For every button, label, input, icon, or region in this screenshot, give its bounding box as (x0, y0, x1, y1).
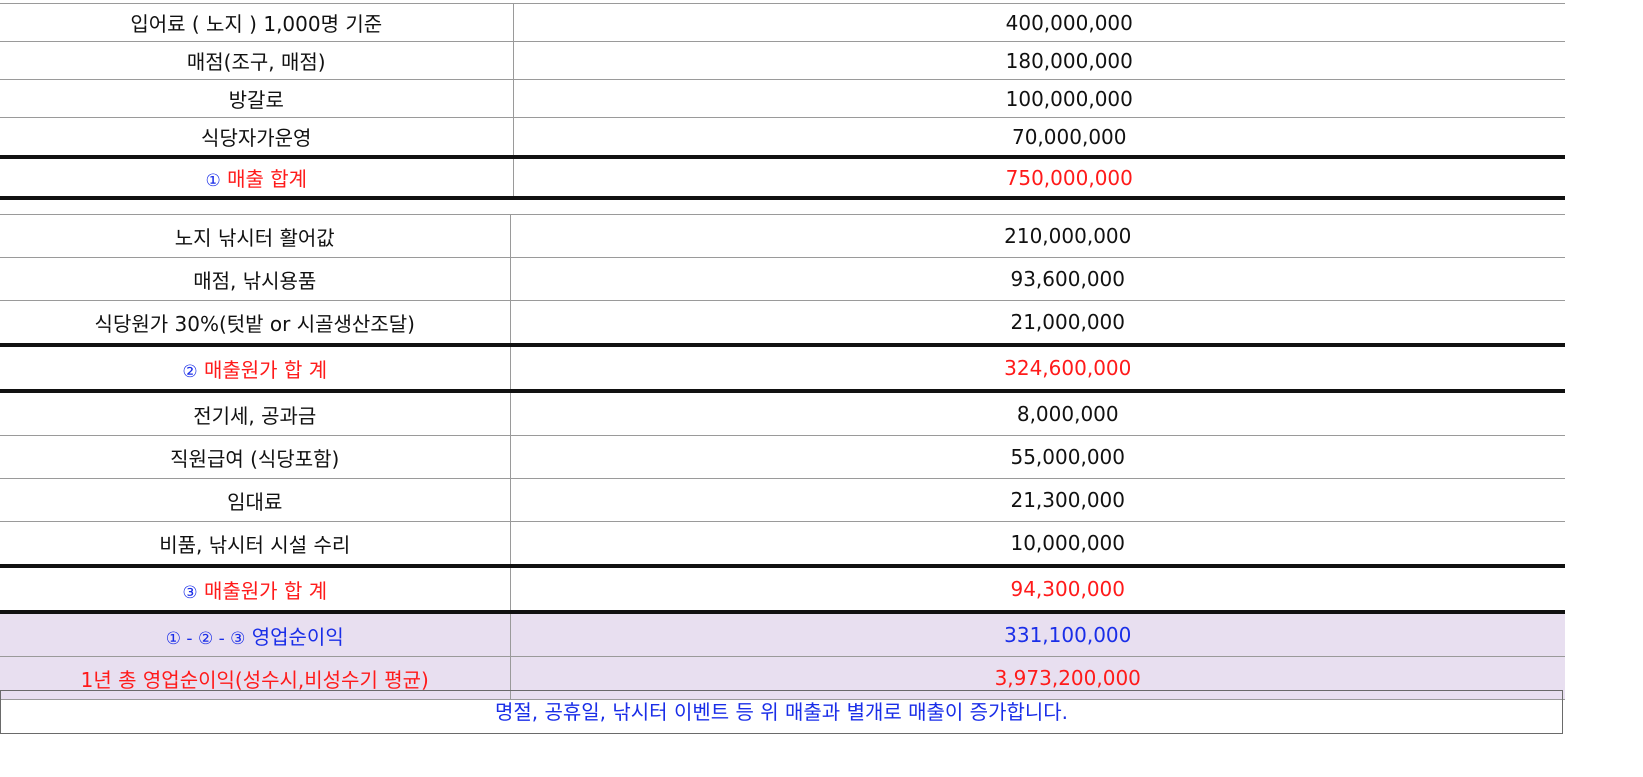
row-value: 21,000,000 (510, 300, 1565, 346)
expense-total-label: 매출원가 합 계 (203, 578, 328, 603)
table-row: 노지 낚시터 활어값 210,000,000 (0, 214, 1565, 258)
table-row: 방갈로 100,000,000 (0, 79, 1565, 118)
row-value: 100,000,000 (513, 79, 1565, 118)
operating-profit-label: 영업순이익 (251, 624, 344, 649)
cogs-total-label-cell: ② 매출원가 합 계 (0, 343, 511, 393)
annual-profit-row: 1년 총 영업순이익(성수시,비성수기 평균) 3,973,200,000 (0, 656, 1565, 700)
table-row: 비품, 낚시터 시설 수리 10,000,000 (0, 521, 1565, 567)
revenue-total-value: 750,000,000 (513, 155, 1565, 200)
row-label: 방갈로 (0, 79, 514, 118)
revenue-total-label-cell: ① 매출 합계 (0, 155, 514, 200)
marker-1: ① (205, 171, 221, 191)
expense-total-label-cell: ③ 매출원가 합 계 (0, 564, 511, 614)
row-label: 전기세, 공과금 (0, 390, 511, 436)
row-value: 210,000,000 (510, 214, 1565, 258)
cogs-total-label: 매출원가 합 계 (203, 357, 328, 382)
row-label: 식당자가운영 (0, 117, 514, 158)
table-row: 직원급여 (식당포함) 55,000,000 (0, 435, 1565, 479)
row-value: 10,000,000 (510, 521, 1565, 567)
row-label: 매점, 낚시용품 (0, 257, 511, 301)
footnote: 명절, 공휴일, 낚시터 이벤트 등 위 매출과 별개로 매출이 증가합니다. (0, 690, 1563, 734)
marker-3: ③ (182, 582, 198, 603)
row-value: 93,600,000 (510, 257, 1565, 301)
table-row: 전기세, 공과금 8,000,000 (0, 390, 1565, 436)
table-row: 입어료 ( 노지 ) 1,000명 기준 400,000,000 (0, 3, 1565, 42)
annual-profit-label: 1년 총 영업순이익(성수시,비성수기 평균) (0, 656, 511, 700)
expense-total-value: 94,300,000 (510, 564, 1565, 614)
table-row: 식당자가운영 70,000,000 (0, 117, 1565, 158)
row-label: 매점(조구, 매점) (0, 41, 514, 80)
row-label: 노지 낚시터 활어값 (0, 214, 511, 258)
row-value: 180,000,000 (513, 41, 1565, 80)
row-label: 임대료 (0, 478, 511, 522)
revenue-table: 입어료 ( 노지 ) 1,000명 기준 400,000,000 매점(조구, … (0, 3, 1565, 200)
operating-profit-value: 331,100,000 (510, 611, 1565, 657)
row-value: 70,000,000 (513, 117, 1565, 158)
row-label: 식당원가 30%(텃밭 or 시골생산조달) (0, 300, 511, 346)
expense-total-row: ③ 매출원가 합 계 94,300,000 (0, 564, 1565, 614)
table-row: 매점, 낚시용품 93,600,000 (0, 257, 1565, 301)
revenue-total-label: 매출 합계 (227, 167, 308, 191)
table-row: 매점(조구, 매점) 180,000,000 (0, 41, 1565, 80)
marker-2: ② (182, 361, 198, 382)
row-label: 비품, 낚시터 시설 수리 (0, 521, 511, 567)
row-value: 21,300,000 (510, 478, 1565, 522)
row-value: 55,000,000 (510, 435, 1565, 479)
operating-profit-row: ① - ② - ③ 영업순이익 331,100,000 (0, 611, 1565, 657)
row-label: 직원급여 (식당포함) (0, 435, 511, 479)
row-value: 8,000,000 (510, 390, 1565, 436)
row-label: 입어료 ( 노지 ) 1,000명 기준 (0, 3, 514, 42)
table-row: 식당원가 30%(텃밭 or 시골생산조달) 21,000,000 (0, 300, 1565, 346)
cost-table: 노지 낚시터 활어값 210,000,000 매점, 낚시용품 93,600,0… (0, 214, 1565, 700)
profit-formula: ① - ② - ③ (165, 628, 246, 649)
row-value: 400,000,000 (513, 3, 1565, 42)
annual-profit-value: 3,973,200,000 (510, 656, 1565, 700)
cogs-total-value: 324,600,000 (510, 343, 1565, 393)
revenue-total-row: ① 매출 합계 750,000,000 (0, 155, 1565, 200)
operating-profit-label-cell: ① - ② - ③ 영업순이익 (0, 611, 511, 657)
table-row: 임대료 21,300,000 (0, 478, 1565, 522)
cogs-total-row: ② 매출원가 합 계 324,600,000 (0, 343, 1565, 393)
